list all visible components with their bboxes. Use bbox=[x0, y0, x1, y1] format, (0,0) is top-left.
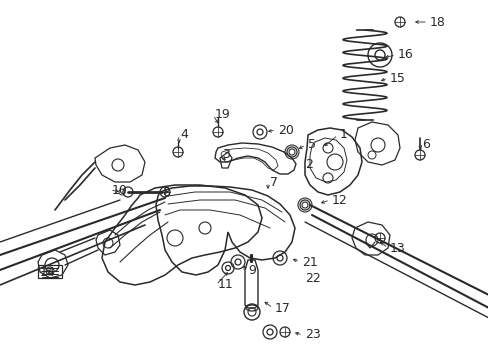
Text: 3: 3 bbox=[222, 148, 229, 162]
Text: 14: 14 bbox=[40, 266, 56, 279]
Text: 12: 12 bbox=[331, 194, 347, 207]
Text: 21: 21 bbox=[302, 256, 317, 269]
Text: 20: 20 bbox=[278, 123, 293, 136]
Text: 4: 4 bbox=[180, 129, 187, 141]
Text: 13: 13 bbox=[389, 242, 405, 255]
Text: 7: 7 bbox=[269, 175, 278, 189]
Text: 11: 11 bbox=[218, 279, 233, 292]
Text: 23: 23 bbox=[305, 328, 320, 342]
Text: 22: 22 bbox=[305, 271, 320, 284]
Text: 2: 2 bbox=[305, 158, 312, 171]
Text: 8: 8 bbox=[162, 185, 170, 198]
Text: 5: 5 bbox=[307, 139, 315, 152]
Text: 19: 19 bbox=[215, 108, 230, 122]
Text: 6: 6 bbox=[421, 139, 429, 152]
Text: 1: 1 bbox=[339, 129, 347, 141]
Text: 9: 9 bbox=[247, 264, 255, 276]
Text: 17: 17 bbox=[274, 302, 290, 315]
Text: 18: 18 bbox=[429, 15, 445, 28]
Text: 15: 15 bbox=[389, 72, 405, 85]
Text: 16: 16 bbox=[397, 49, 413, 62]
Text: 10: 10 bbox=[112, 184, 128, 197]
